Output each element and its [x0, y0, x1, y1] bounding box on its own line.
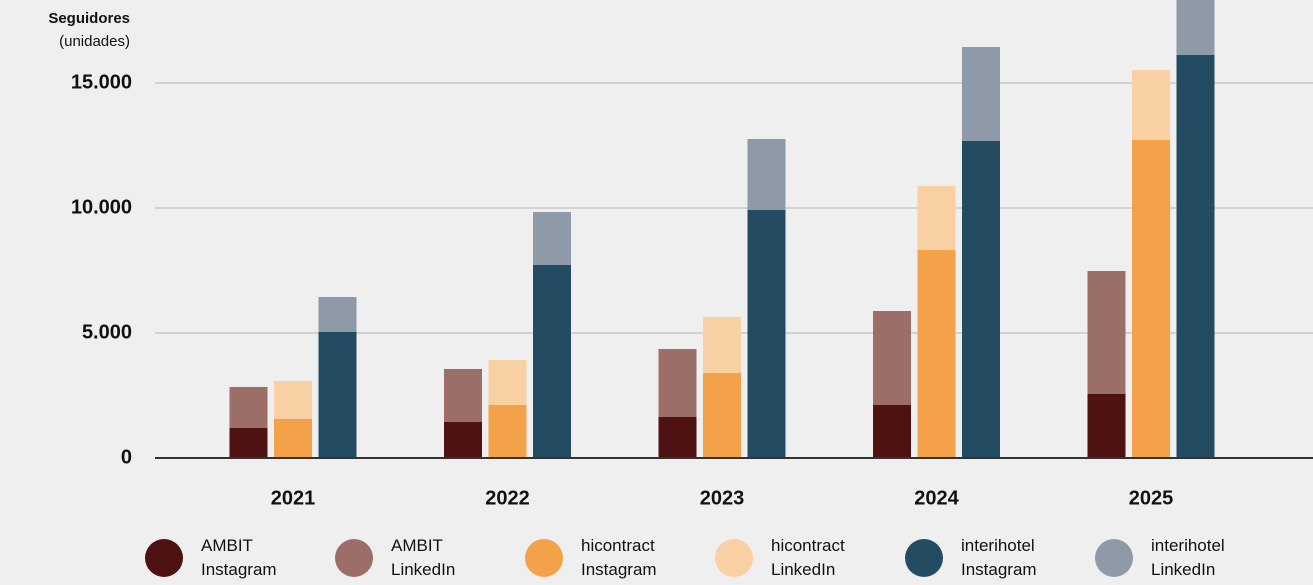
bar-segment — [703, 373, 741, 458]
bar-segment — [318, 332, 357, 458]
x-tick-label: 2022 — [485, 487, 530, 509]
bar-segment — [1176, 55, 1215, 458]
legend-label: hicontract Instagram — [581, 536, 657, 579]
legend-item: AMBIT LinkedIn — [335, 534, 491, 582]
bar-segment — [444, 422, 482, 458]
bar-segment — [873, 405, 911, 458]
bar-segment — [747, 139, 786, 210]
x-tick-label: 2023 — [700, 487, 745, 509]
x-tick-label: 2024 — [914, 487, 959, 509]
legend-swatch — [525, 539, 563, 577]
legend-item: interihotel Instagram — [905, 534, 1061, 582]
bar-segment — [229, 428, 268, 458]
bar-segment — [488, 405, 527, 458]
legend-label: AMBIT LinkedIn — [391, 536, 456, 579]
y-tick-label: 5.000 — [82, 321, 132, 343]
y-tick-label: 0 — [121, 446, 132, 468]
bar-segment — [318, 297, 357, 332]
bar-segment — [533, 265, 571, 458]
bar-segment — [488, 360, 527, 405]
bar-segment — [1087, 271, 1126, 394]
bar-segment — [962, 141, 1000, 458]
y-tick-label: 15.000 — [71, 71, 132, 93]
bar-segment — [747, 210, 786, 458]
bar-segment — [1132, 70, 1170, 140]
bar-segment — [962, 47, 1000, 141]
legend-swatch — [145, 539, 183, 577]
legend-swatch — [1095, 539, 1133, 577]
chart-subtitle: (unidades) — [59, 33, 130, 50]
legend-label: AMBIT Instagram — [201, 536, 277, 579]
bar-segment — [917, 250, 956, 458]
bar-segment — [229, 387, 268, 428]
legend-label: interihotel Instagram — [961, 536, 1037, 579]
legend-swatch — [905, 539, 943, 577]
bar-segment — [658, 417, 697, 458]
legend: AMBIT Instagram AMBIT LinkedIn hicontract … — [0, 534, 1313, 585]
legend-label: hicontract LinkedIn — [771, 536, 845, 579]
bar-segment — [917, 186, 956, 250]
chart-title: Seguidores — [48, 10, 130, 27]
bar-segment — [1176, 0, 1215, 55]
bar-segment — [533, 212, 571, 265]
bar-segment — [873, 311, 911, 405]
y-tick-label: 10.000 — [71, 196, 132, 218]
x-tick-label: 2025 — [1129, 487, 1174, 509]
bar-segment — [274, 381, 312, 419]
bar-segment — [444, 369, 482, 422]
bar-segment — [1087, 394, 1126, 458]
legend-item: interihotel LinkedIn — [1095, 534, 1251, 582]
legend-swatch — [335, 539, 373, 577]
bar-segment — [1132, 140, 1170, 458]
bar-segment — [658, 349, 697, 417]
legend-swatch — [715, 539, 753, 577]
legend-item: AMBIT Instagram — [145, 534, 301, 582]
bar-segment — [703, 317, 741, 373]
legend-item: hicontract Instagram — [525, 534, 681, 582]
legend-label: interihotel LinkedIn — [1151, 536, 1225, 579]
x-tick-label: 2021 — [271, 487, 316, 509]
legend-item: hicontract LinkedIn — [715, 534, 871, 582]
bar-segment — [274, 419, 312, 458]
